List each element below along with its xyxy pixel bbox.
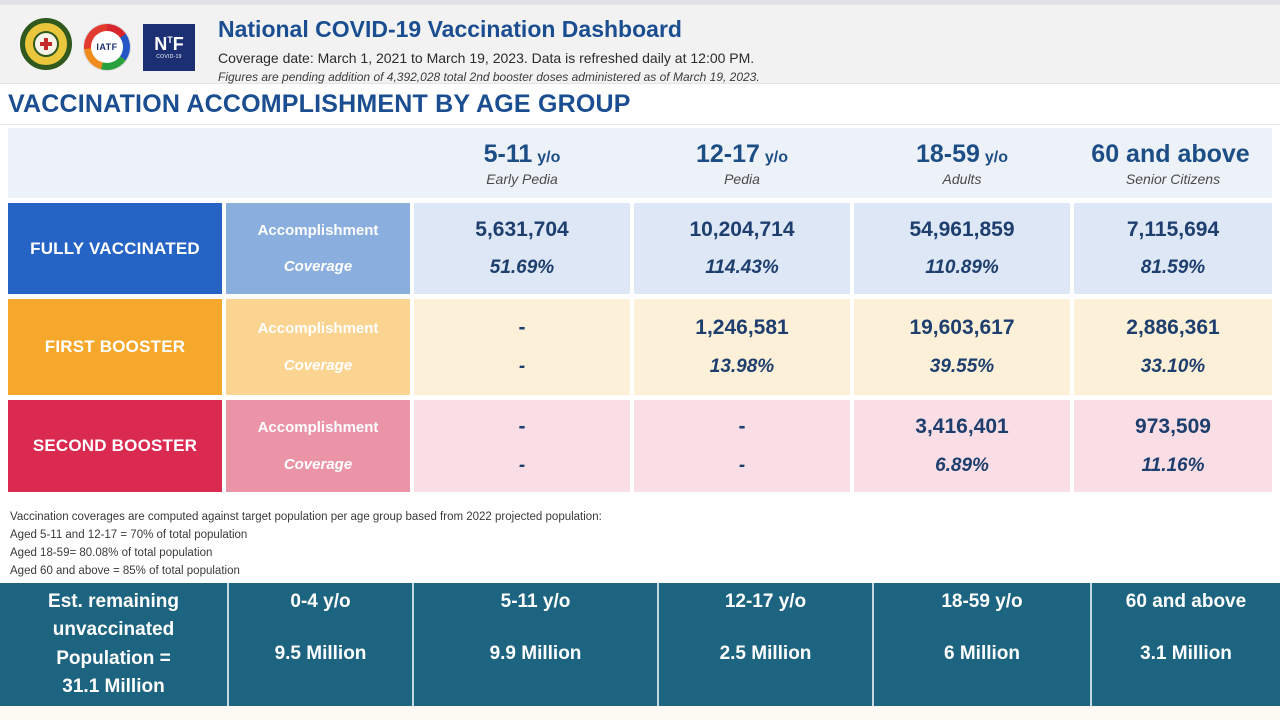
cell-second-5-11: - - <box>414 400 630 492</box>
unvaccinated-cell-0-4: 0-4 y/o 9.5 Million <box>227 583 412 706</box>
cell-first-12-17: 1,246,581 13.98% <box>634 299 850 395</box>
section-divider <box>0 124 1280 125</box>
cell-first-60-above: 2,886,361 33.10% <box>1074 299 1272 395</box>
age-header-background <box>8 128 1272 198</box>
bottom-margin-strip <box>0 706 1280 720</box>
section-title: VACCINATION ACCOMPLISHMENT BY AGE GROUP <box>8 90 631 118</box>
header-band: IATF NTF COVID-19 National COVID-19 Vacc… <box>0 0 1280 84</box>
vaccination-table: 5-11 y/o Early Pedia 12-17 y/o Pedia 18-59… <box>8 128 1272 492</box>
footnote-line: Aged 5-11 and 12-17 = 70% of total popul… <box>10 529 248 541</box>
unvaccinated-cell-5-11: 5-11 y/o 9.9 Million <box>412 583 657 706</box>
age-header-spacer <box>226 128 410 198</box>
pending-doses-note: Figures are pending addition of 4,392,02… <box>218 70 760 84</box>
row-sublabels-first-booster: Accomplishment Coverage <box>226 299 410 395</box>
unvaccinated-cell-60-above: 60 and above 3.1 Million <box>1090 583 1280 706</box>
red-cross-icon <box>40 38 52 50</box>
cell-fully-60-above: 7,115,694 81.59% <box>1074 203 1272 294</box>
cell-second-18-59: 3,416,401 6.89% <box>854 400 1070 492</box>
row-label-second-booster: SECOND BOOSTER <box>8 400 222 492</box>
unvaccinated-cell-18-59: 18-59 y/o 6 Million <box>872 583 1090 706</box>
ntf-covid19-logo-icon: NTF COVID-19 <box>143 24 195 71</box>
footnote-line: Vaccination coverages are computed again… <box>10 511 602 523</box>
doh-seal-icon <box>20 18 72 70</box>
row-label-first-booster: FIRST BOOSTER <box>8 299 222 395</box>
doh-seal-center <box>33 31 59 57</box>
row-sublabels-fully-vaccinated: Accomplishment Coverage <box>226 203 410 294</box>
cell-fully-12-17: 10,204,714 114.43% <box>634 203 850 294</box>
row-sublabels-second-booster: Accomplishment Coverage <box>226 400 410 492</box>
footnote-line: Aged 60 and above = 85% of total populat… <box>10 565 240 577</box>
dashboard-title: National COVID-19 Vaccination Dashboard <box>218 16 682 42</box>
cell-first-5-11: - - <box>414 299 630 395</box>
age-header-spacer <box>8 128 222 198</box>
cell-second-60-above: 973,509 11.16% <box>1074 400 1272 492</box>
row-label-fully-vaccinated: FULLY VACCINATED <box>8 203 222 294</box>
iatf-logo-label: IATF <box>91 31 123 63</box>
footnote-line: Aged 18-59= 80.08% of total population <box>10 547 213 559</box>
ntf-logo-text: NTF <box>154 34 184 54</box>
coverage-date-text: Coverage date: March 1, 2021 to March 19… <box>218 50 755 66</box>
ntf-logo-subtext: COVID-19 <box>156 54 182 60</box>
coverage-footnotes: Vaccination coverages are computed again… <box>10 511 602 583</box>
cell-fully-18-59: 54,961,859 110.89% <box>854 203 1070 294</box>
unvaccinated-band: Est. remaining unvaccinated Population =… <box>0 583 1280 706</box>
unvaccinated-total-cell: Est. remaining unvaccinated Population =… <box>48 590 179 698</box>
age-header-18-59: 18-59 y/o Adults <box>915 139 1009 187</box>
cell-first-18-59: 19,603,617 39.55% <box>854 299 1070 395</box>
age-header-5-11: 5-11 y/o Early Pedia <box>483 139 561 187</box>
iatf-logo-icon: IATF <box>84 24 130 70</box>
age-header-12-17: 12-17 y/o Pedia <box>695 139 789 187</box>
cell-second-12-17: - - <box>634 400 850 492</box>
cell-fully-5-11: 5,631,704 51.69% <box>414 203 630 294</box>
age-header-60-above: 60 and above Senior Citizens <box>1091 139 1250 187</box>
unvaccinated-cell-12-17: 12-17 y/o 2.5 Million <box>657 583 872 706</box>
